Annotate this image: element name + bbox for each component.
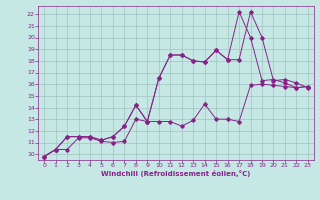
X-axis label: Windchill (Refroidissement éolien,°C): Windchill (Refroidissement éolien,°C) xyxy=(101,170,251,177)
